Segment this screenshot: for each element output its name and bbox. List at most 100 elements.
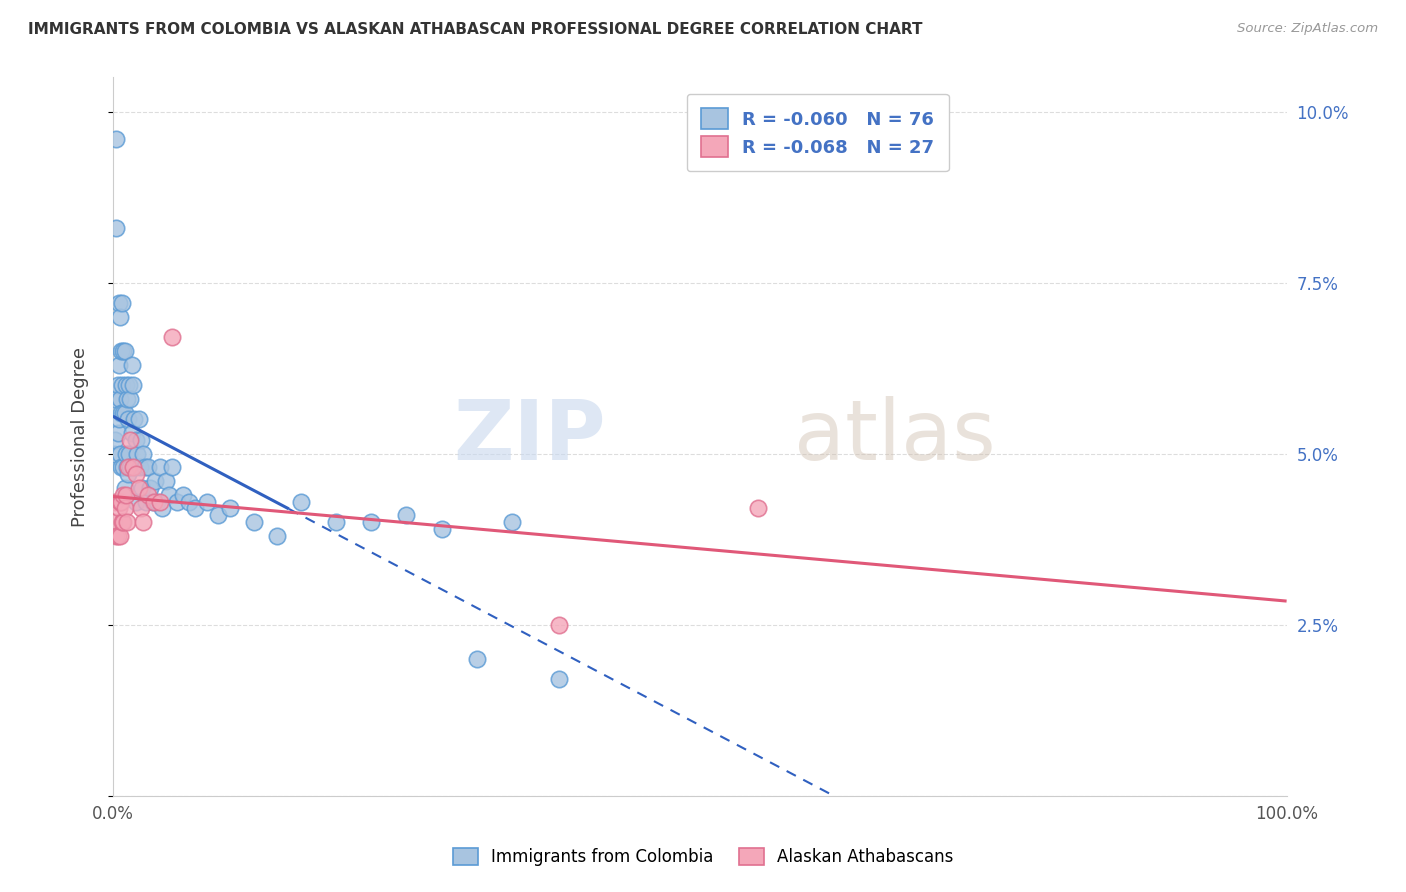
Point bbox=[547, 617, 569, 632]
Point bbox=[114, 406, 136, 420]
Point bbox=[121, 358, 143, 372]
Point bbox=[112, 406, 135, 420]
Point bbox=[136, 488, 159, 502]
Point bbox=[107, 412, 129, 426]
Point bbox=[139, 481, 162, 495]
Point bbox=[114, 447, 136, 461]
Point bbox=[114, 481, 136, 495]
Point bbox=[430, 522, 453, 536]
Point bbox=[120, 460, 142, 475]
Point bbox=[128, 481, 150, 495]
Point bbox=[360, 515, 382, 529]
Point bbox=[136, 460, 159, 475]
Point bbox=[150, 501, 173, 516]
Point bbox=[166, 494, 188, 508]
Text: ZIP: ZIP bbox=[453, 396, 606, 477]
Point bbox=[135, 494, 157, 508]
Point bbox=[122, 412, 145, 426]
Point bbox=[114, 378, 136, 392]
Point bbox=[118, 447, 141, 461]
Point bbox=[184, 501, 207, 516]
Point bbox=[110, 494, 132, 508]
Point bbox=[108, 310, 131, 324]
Legend: R = -0.060   N = 76, R = -0.068   N = 27: R = -0.060 N = 76, R = -0.068 N = 27 bbox=[686, 94, 949, 171]
Point bbox=[110, 344, 132, 359]
Point bbox=[112, 488, 135, 502]
Point bbox=[129, 433, 152, 447]
Point bbox=[114, 501, 136, 516]
Point bbox=[219, 501, 242, 516]
Point bbox=[108, 494, 131, 508]
Text: Source: ZipAtlas.com: Source: ZipAtlas.com bbox=[1237, 22, 1378, 36]
Point bbox=[395, 508, 418, 523]
Point bbox=[108, 529, 131, 543]
Point bbox=[325, 515, 347, 529]
Point bbox=[105, 221, 128, 235]
Point bbox=[118, 378, 141, 392]
Point bbox=[129, 501, 152, 516]
Point bbox=[179, 494, 201, 508]
Point bbox=[124, 460, 146, 475]
Point bbox=[115, 515, 138, 529]
Point bbox=[155, 474, 177, 488]
Point bbox=[112, 460, 135, 475]
Point bbox=[131, 481, 153, 495]
Point bbox=[111, 378, 134, 392]
Point bbox=[121, 426, 143, 441]
Point bbox=[107, 426, 129, 441]
Point bbox=[117, 467, 139, 482]
Point bbox=[120, 392, 142, 406]
Text: IMMIGRANTS FROM COLOMBIA VS ALASKAN ATHABASCAN PROFESSIONAL DEGREE CORRELATION C: IMMIGRANTS FROM COLOMBIA VS ALASKAN ATHA… bbox=[28, 22, 922, 37]
Point bbox=[103, 447, 125, 461]
Point bbox=[112, 515, 135, 529]
Point bbox=[127, 447, 149, 461]
Point bbox=[111, 296, 134, 310]
Text: atlas: atlas bbox=[793, 396, 995, 477]
Point bbox=[128, 412, 150, 426]
Point bbox=[134, 460, 156, 475]
Point bbox=[103, 515, 125, 529]
Point bbox=[125, 467, 148, 482]
Point bbox=[195, 494, 218, 508]
Point bbox=[125, 494, 148, 508]
Point bbox=[747, 501, 769, 516]
Point bbox=[290, 494, 312, 508]
Point bbox=[207, 508, 229, 523]
Point bbox=[128, 460, 150, 475]
Point bbox=[107, 529, 129, 543]
Point bbox=[149, 460, 172, 475]
Point bbox=[107, 378, 129, 392]
Point bbox=[115, 392, 138, 406]
Point bbox=[115, 460, 138, 475]
Point bbox=[121, 460, 143, 475]
Point bbox=[142, 494, 165, 508]
Point bbox=[108, 447, 131, 461]
Y-axis label: Professional Degree: Professional Degree bbox=[72, 347, 89, 526]
Point bbox=[266, 529, 288, 543]
Point bbox=[242, 515, 264, 529]
Point bbox=[157, 488, 180, 502]
Point bbox=[146, 494, 169, 508]
Point bbox=[110, 406, 132, 420]
Point bbox=[104, 392, 127, 406]
Point bbox=[132, 515, 155, 529]
Point bbox=[160, 460, 183, 475]
Point bbox=[114, 344, 136, 359]
Point bbox=[105, 529, 128, 543]
Point bbox=[149, 494, 172, 508]
Point bbox=[111, 515, 134, 529]
Point bbox=[104, 494, 127, 508]
Point bbox=[132, 447, 155, 461]
Point bbox=[547, 673, 569, 687]
Point bbox=[107, 501, 129, 516]
Point bbox=[108, 392, 131, 406]
Point bbox=[107, 296, 129, 310]
Point bbox=[125, 433, 148, 447]
Point bbox=[172, 488, 194, 502]
Point bbox=[142, 494, 165, 508]
Point bbox=[105, 132, 128, 146]
Point bbox=[501, 515, 523, 529]
Point bbox=[465, 652, 488, 666]
Legend: Immigrants from Colombia, Alaskan Athabascans: Immigrants from Colombia, Alaskan Athaba… bbox=[444, 840, 962, 875]
Point bbox=[117, 412, 139, 426]
